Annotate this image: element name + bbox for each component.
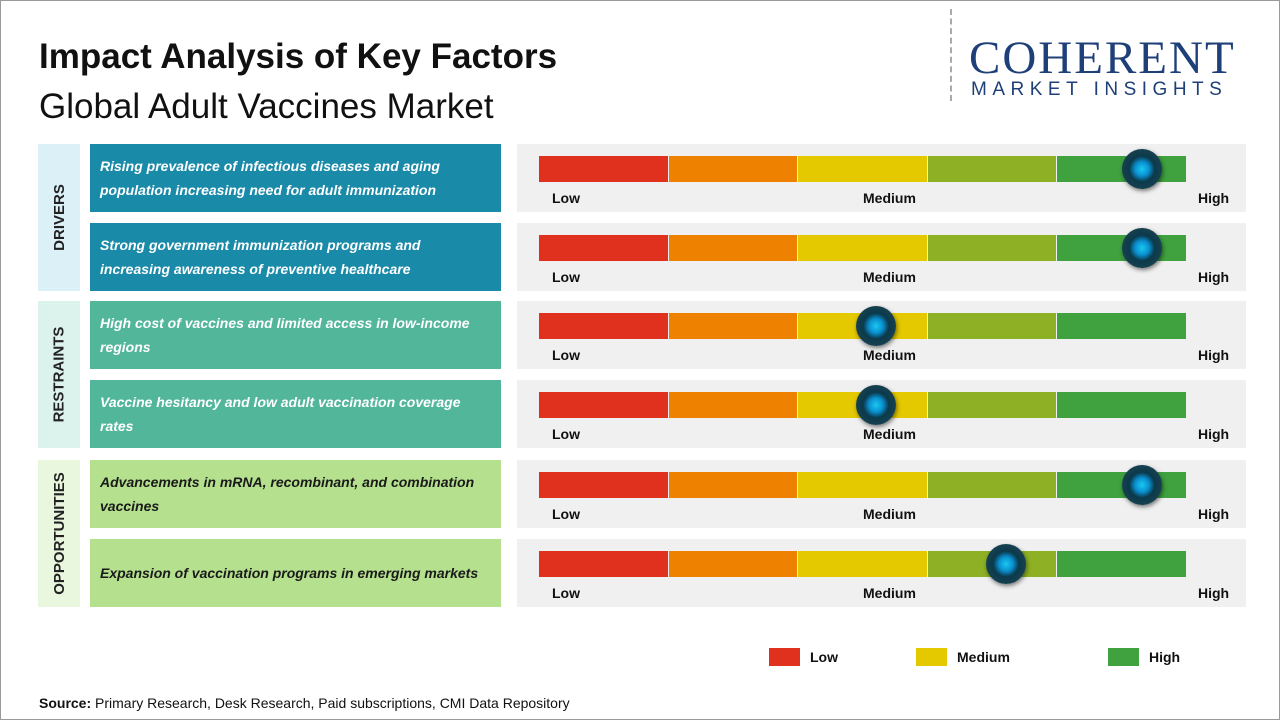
scale-label: High <box>1198 506 1230 522</box>
group-label-text: OPPORTUNITIES <box>50 472 68 595</box>
source: Source: Primary Research, Desk Research,… <box>39 695 570 711</box>
factor: Strong government immunization programs … <box>90 223 501 291</box>
impact-knob <box>985 544 1026 584</box>
scale-label: Low <box>552 426 580 442</box>
legend-swatch <box>1108 648 1139 666</box>
group-label: DRIVERS <box>38 144 80 291</box>
logo-tagline: MARKET INSIGHTS <box>971 79 1228 100</box>
gauge-segment <box>798 551 927 577</box>
impact-knob <box>855 385 896 425</box>
factor: Advancements in mRNA, recombinant, and c… <box>90 460 501 528</box>
scale-label: High <box>1198 426 1230 442</box>
group-label: RESTRAINTS <box>38 301 80 448</box>
scale-label: High <box>1198 347 1230 363</box>
gauge-segment <box>1057 551 1186 577</box>
impact-knob <box>1121 149 1162 189</box>
scale-label: High <box>1198 190 1230 206</box>
factor: Rising prevalence of infectious diseases… <box>90 144 501 212</box>
gauge-segment <box>539 551 668 577</box>
gauge-segment <box>927 156 1057 182</box>
gauge-segment <box>539 235 668 261</box>
scale-label: High <box>1198 269 1230 285</box>
source-label: Source: <box>39 695 92 711</box>
legend-label: High <box>1149 649 1181 665</box>
scale-label: High <box>1198 585 1230 601</box>
scale-label: Medium <box>863 426 916 442</box>
factor: Expansion of vaccination programs in eme… <box>90 539 501 607</box>
gauge-segment <box>927 235 1057 261</box>
subtitle: Global Adult Vaccines Market <box>39 87 494 126</box>
impact-knob <box>855 306 896 346</box>
legend-label: Medium <box>957 649 1010 665</box>
gauge-segment <box>798 235 927 261</box>
gauge-segment <box>539 313 668 339</box>
gauge-segment <box>539 156 668 182</box>
gauge-segment <box>927 472 1057 498</box>
gauge-segment <box>668 392 798 418</box>
gauge-segment <box>539 392 668 418</box>
source-text: Primary Research, Desk Research, Paid su… <box>95 695 570 711</box>
legend-swatch <box>769 648 800 666</box>
scale-label: Low <box>552 506 580 522</box>
gauge-segment <box>539 472 668 498</box>
gauge-segment <box>668 551 798 577</box>
scale-label: Medium <box>863 585 916 601</box>
scale-label: Medium <box>863 190 916 206</box>
factor: Vaccine hesitancy and low adult vaccinat… <box>90 380 501 448</box>
impact-knob <box>1121 228 1162 268</box>
scale-label: Low <box>552 269 580 285</box>
gauge-segment <box>668 313 798 339</box>
gauge-segment <box>927 313 1057 339</box>
group-label-text: DRIVERS <box>50 184 68 251</box>
gauge-segment <box>668 156 798 182</box>
legend-label: Low <box>810 649 838 665</box>
scale-label: Medium <box>863 506 916 522</box>
impact-knob <box>1121 465 1162 505</box>
group-label: OPPORTUNITIES <box>38 460 80 607</box>
logo-name: COHERENT <box>969 32 1236 84</box>
gauge-segment <box>668 472 798 498</box>
gauge-segment <box>927 392 1057 418</box>
gauge-segment <box>798 472 927 498</box>
legend-swatch <box>916 648 947 666</box>
divider <box>950 9 952 101</box>
group-label-text: RESTRAINTS <box>50 326 68 423</box>
scale-label: Medium <box>863 269 916 285</box>
scale-label: Medium <box>863 347 916 363</box>
gauge-segment <box>1057 313 1186 339</box>
scale-label: Low <box>552 585 580 601</box>
gauge-segment <box>668 235 798 261</box>
gauge-segment <box>798 156 927 182</box>
scale-label: Low <box>552 190 580 206</box>
scale-label: Low <box>552 347 580 363</box>
gauge-segment <box>1057 392 1186 418</box>
title: Impact Analysis of Key Factors <box>39 37 558 76</box>
factor: High cost of vaccines and limited access… <box>90 301 501 369</box>
